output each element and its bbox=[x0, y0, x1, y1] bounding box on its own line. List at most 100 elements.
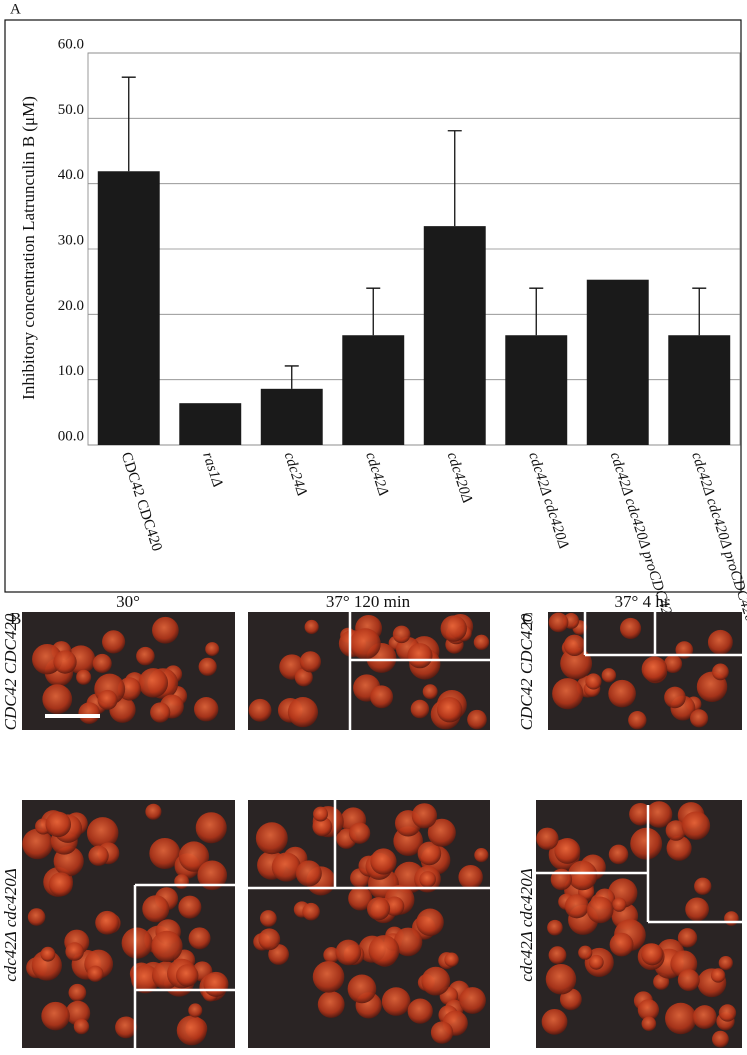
y-tick-label: 60.0 bbox=[58, 36, 84, 52]
y-tick-label: 40.0 bbox=[58, 167, 84, 183]
cell bbox=[419, 871, 436, 888]
cell bbox=[259, 910, 277, 927]
cell bbox=[601, 668, 617, 683]
y-tick-label: 30.0 bbox=[58, 232, 84, 248]
cell bbox=[411, 803, 438, 829]
cell bbox=[248, 698, 272, 722]
cell bbox=[641, 943, 664, 966]
panel-a-frame bbox=[4, 19, 742, 593]
cell bbox=[718, 955, 733, 971]
cell bbox=[41, 1001, 70, 1031]
cell bbox=[707, 629, 733, 655]
cell bbox=[27, 908, 46, 926]
panel-label: A bbox=[10, 1, 21, 17]
cell bbox=[370, 685, 394, 709]
cell bbox=[335, 939, 362, 966]
cell bbox=[430, 1021, 454, 1044]
bar bbox=[97, 171, 160, 445]
cell bbox=[151, 930, 183, 963]
bar bbox=[179, 403, 242, 445]
error-bar bbox=[529, 287, 544, 336]
cell bbox=[473, 634, 490, 650]
cell bbox=[92, 653, 112, 674]
x-tick-label: cdc24Δ bbox=[281, 450, 310, 498]
cell bbox=[641, 656, 668, 683]
cell bbox=[586, 896, 614, 924]
cell bbox=[547, 919, 563, 936]
bar bbox=[505, 335, 568, 445]
cell bbox=[48, 872, 73, 897]
cell bbox=[548, 946, 567, 965]
x-tick-label: ras1Δ bbox=[199, 450, 225, 489]
cell bbox=[665, 820, 687, 841]
cell bbox=[197, 860, 228, 891]
cell bbox=[641, 1016, 657, 1032]
y-tick-label: 50.0 bbox=[58, 102, 84, 118]
cell bbox=[619, 617, 642, 640]
cell bbox=[145, 803, 162, 820]
cell bbox=[304, 619, 319, 635]
cell bbox=[295, 860, 322, 887]
cell bbox=[347, 974, 377, 1004]
cell bbox=[368, 935, 400, 966]
cell bbox=[664, 686, 686, 709]
cell bbox=[198, 657, 217, 676]
cell bbox=[205, 642, 220, 657]
cell bbox=[65, 942, 84, 961]
cell bbox=[68, 983, 87, 1002]
cell bbox=[694, 877, 712, 895]
cell bbox=[681, 811, 711, 840]
cell bbox=[176, 1015, 207, 1046]
cell bbox=[121, 927, 153, 959]
cell bbox=[313, 806, 328, 822]
cell bbox=[545, 964, 577, 995]
error-bar bbox=[366, 287, 381, 336]
cell bbox=[258, 928, 281, 951]
y-tick-label: 20.0 bbox=[58, 298, 84, 314]
bar bbox=[260, 388, 323, 445]
x-tick-label: cdc42Δ cdc420Δ bbox=[525, 450, 571, 550]
cell bbox=[136, 646, 155, 666]
cell bbox=[724, 911, 739, 926]
cell bbox=[608, 844, 629, 865]
cell bbox=[78, 702, 101, 724]
cell bbox=[585, 673, 602, 690]
cell bbox=[138, 668, 169, 698]
cell bbox=[76, 669, 92, 685]
cell bbox=[312, 816, 333, 837]
cell bbox=[393, 927, 423, 957]
error-bar bbox=[447, 130, 462, 227]
cell bbox=[176, 964, 199, 987]
cell bbox=[710, 968, 726, 983]
cell bbox=[427, 818, 456, 847]
cell bbox=[188, 927, 211, 950]
cell bbox=[323, 946, 340, 964]
bar-chart: 00.0 10.0 20.0 30.0 40.0 50.0 60.0 CDC42 CDC420… bbox=[58, 36, 747, 672]
cell bbox=[53, 650, 77, 674]
cell bbox=[458, 864, 483, 890]
error-bar bbox=[121, 76, 136, 172]
cell bbox=[381, 987, 411, 1016]
panel-label: C bbox=[522, 609, 533, 628]
x-tick-label: CDC42 CDC420 bbox=[118, 450, 165, 553]
cell bbox=[299, 651, 322, 673]
cell bbox=[548, 612, 569, 633]
cell bbox=[102, 630, 126, 654]
cell bbox=[554, 838, 581, 864]
cell bbox=[31, 950, 62, 981]
cell bbox=[150, 702, 171, 723]
cell bbox=[302, 902, 320, 921]
cell bbox=[560, 647, 593, 680]
cell bbox=[444, 952, 459, 967]
cell bbox=[677, 928, 698, 948]
y-axis-label: Inhibitory concentration Latrunculin B (… bbox=[19, 96, 38, 400]
row-label: cdc42Δ cdc420Δ bbox=[1, 868, 20, 982]
cell bbox=[88, 845, 109, 866]
cell bbox=[348, 886, 373, 911]
cell bbox=[588, 954, 604, 970]
cell bbox=[178, 841, 210, 872]
column-label: 37° 120 min bbox=[326, 592, 411, 611]
cell bbox=[692, 1005, 717, 1030]
cell bbox=[392, 625, 411, 644]
